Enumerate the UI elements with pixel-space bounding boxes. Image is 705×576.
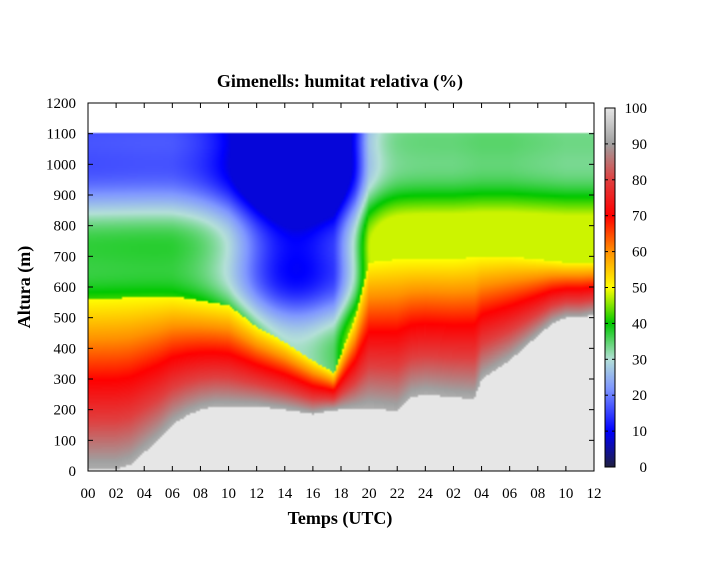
- colorbar-tick-label: 0: [640, 460, 648, 476]
- y-tick-label: 200: [54, 403, 77, 419]
- colorbar-tick-label: 100: [625, 101, 648, 117]
- chart-title: Gimenells: humitat relativa (%): [217, 71, 463, 92]
- colorbar-tick-label: 80: [632, 173, 647, 189]
- x-tick-label: 24: [418, 486, 434, 502]
- y-tick-label: 600: [54, 280, 77, 296]
- y-tick-label: 400: [54, 341, 77, 357]
- colorbar-tick-label: 10: [632, 424, 647, 440]
- x-axis: 00 02 04 06 08 10 12 14 16 18 20 22 24 02 04 06 08 10 12: [81, 103, 602, 502]
- y-tick-label: 900: [54, 188, 77, 204]
- y-tick-label: 500: [54, 311, 77, 327]
- x-tick-label: 04: [137, 486, 153, 502]
- x-tick-label: 20: [362, 486, 377, 502]
- x-tick-label: 08: [193, 486, 208, 502]
- colorbar-tick-label: 30: [632, 352, 647, 368]
- x-axis-label: Temps (UTC): [288, 508, 393, 529]
- y-tick-label: 700: [54, 249, 77, 265]
- colorbar-tick-label: 90: [632, 137, 647, 153]
- x-tick-label: 10: [221, 486, 236, 502]
- y-tick-label: 1200: [46, 96, 76, 112]
- x-tick-label: 12: [587, 486, 602, 502]
- colorbar-tick-label: 70: [632, 209, 647, 225]
- colorbar-tick-label: 50: [632, 281, 647, 297]
- heatmap-field: [88, 103, 594, 471]
- y-tick-label: 0: [69, 464, 77, 480]
- y-tick-label: 1000: [46, 157, 76, 173]
- x-tick-label: 08: [530, 486, 545, 502]
- y-tick-label: 100: [54, 433, 77, 449]
- y-tick-label: 1100: [47, 127, 76, 143]
- x-tick-label: 18: [334, 486, 349, 502]
- colorbar-tick-label: 20: [632, 388, 647, 404]
- colorbar-tick-label: 60: [632, 245, 647, 261]
- colorbar-tick-label: 40: [632, 316, 647, 332]
- x-tick-label: 14: [277, 486, 293, 502]
- x-tick-label: 16: [305, 486, 321, 502]
- colorbar: 0 10 20 30 40 50 60 70 80 90 100: [604, 101, 647, 476]
- y-tick-label: 300: [54, 372, 77, 388]
- x-tick-label: 02: [109, 486, 124, 502]
- y-axis: 0 100 200 300 400 500 600 700 800 900 1000 1100 1200: [46, 96, 594, 480]
- x-tick-label: 02: [446, 486, 461, 502]
- x-tick-label: 12: [249, 486, 264, 502]
- x-tick-label: 00: [81, 486, 96, 502]
- x-tick-label: 06: [165, 486, 181, 502]
- colorbar-ticks: 0 10 20 30 40 50 60 70 80 90 100: [605, 101, 647, 476]
- x-tick-label: 06: [502, 486, 518, 502]
- x-tick-label: 10: [558, 486, 573, 502]
- x-tick-label: 04: [474, 486, 490, 502]
- y-axis-label: Altura (m): [14, 246, 35, 328]
- y-tick-label: 800: [54, 219, 77, 235]
- x-tick-label: 22: [390, 486, 405, 502]
